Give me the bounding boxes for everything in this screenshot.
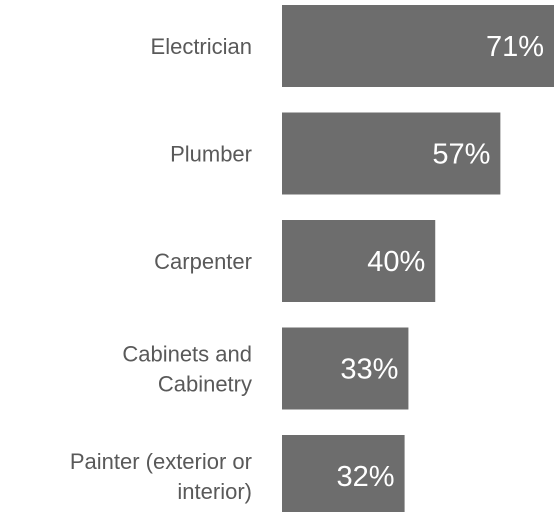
bar-3 bbox=[282, 327, 409, 410]
category-label-2-line-0: Carpenter bbox=[154, 249, 252, 274]
value-label-3: 33% bbox=[340, 354, 398, 386]
category-label-1-line-0: Plumber bbox=[170, 142, 252, 167]
category-label-3-line-1: Cabinetry bbox=[158, 372, 252, 397]
category-label-4-line-0: Painter (exterior or bbox=[70, 449, 252, 474]
bar-0 bbox=[282, 5, 554, 87]
category-label-4: Painter (exterior or interior) bbox=[70, 449, 252, 504]
value-label-0: 71% bbox=[486, 31, 544, 63]
value-label-1: 57% bbox=[432, 139, 490, 171]
category-label-3: Cabinets and Cabinetry bbox=[122, 342, 252, 397]
bars-group bbox=[282, 5, 554, 512]
category-label-0: Electrician bbox=[151, 34, 252, 59]
bar-4 bbox=[282, 435, 405, 512]
category-label-0-line-0: Electrician bbox=[151, 34, 252, 59]
category-label-1: Plumber bbox=[170, 142, 252, 167]
value-labels-group: 71% 57% 40% 33% 32% bbox=[337, 31, 544, 493]
value-label-4: 32% bbox=[337, 461, 395, 493]
bar-1 bbox=[282, 112, 501, 195]
category-label-4-line-1: interior) bbox=[177, 479, 252, 504]
category-label-2: Carpenter bbox=[154, 249, 252, 274]
category-label-3-line-0: Cabinets and bbox=[122, 342, 252, 367]
bar-2 bbox=[282, 220, 436, 302]
value-label-2: 40% bbox=[367, 246, 425, 278]
